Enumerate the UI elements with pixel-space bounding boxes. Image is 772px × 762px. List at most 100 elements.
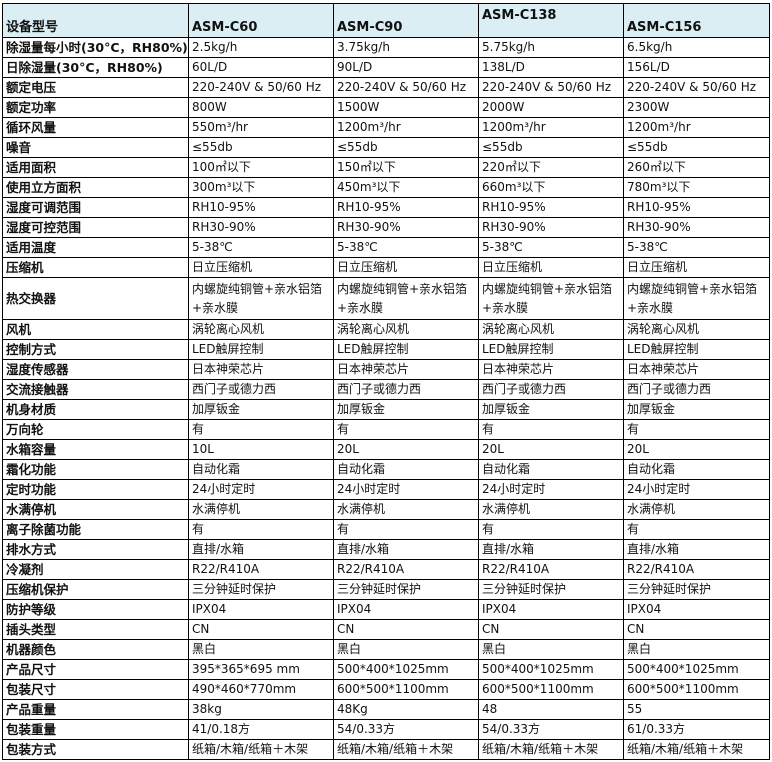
spec-cell: 48Kg <box>333 699 479 720</box>
spec-cell: CN <box>188 619 334 640</box>
row-label: 离子除菌功能 <box>2 519 189 540</box>
spec-cell: CN <box>333 619 479 640</box>
spec-cell: 涡轮离心风机 <box>333 319 479 340</box>
spec-cell: 内螺旋纯铜管+亲水铝箔+亲水膜 <box>188 277 334 320</box>
spec-cell: 600*500*1100mm <box>478 679 624 700</box>
table-row: 霜化功能 自动化霜 自动化霜 自动化霜 自动化霜 <box>2 459 770 480</box>
row-label: 日除湿量(30°C，RH80%) <box>2 57 189 78</box>
spec-cell: 加厚钣金 <box>478 399 624 420</box>
table-row: 万向轮有有有有 <box>2 419 770 440</box>
table-row: 压缩机 日立压缩机 日立压缩机 日立压缩机 日立压缩机 <box>2 257 770 278</box>
spec-cell: 三分钟延时保护 <box>188 579 334 600</box>
spec-cell: 5-38℃ <box>188 237 334 258</box>
spec-cell: 日本神荣芯片 <box>188 359 334 380</box>
spec-cell: 直排/水箱 <box>623 539 770 560</box>
spec-cell: 38kg <box>188 699 334 720</box>
spec-cell: 450m³以下 <box>333 177 479 198</box>
spec-cell: 有 <box>333 419 479 440</box>
spec-cell: 涡轮离心风机 <box>623 319 770 340</box>
row-label: 湿度可调范围 <box>2 197 189 218</box>
spec-cell: 5-38℃ <box>333 237 479 258</box>
table-row: 包装尺寸 490*460*770mm 600*500*1100mm 600*500*1… <box>2 679 770 700</box>
spec-cell: 100㎡以下 <box>188 157 334 178</box>
row-label: 水满停机 <box>2 499 189 520</box>
spec-cell: 有 <box>623 519 770 540</box>
spec-cell: 日本神荣芯片 <box>623 359 770 380</box>
table-row: 机器颜色 黑白 黑白 黑白 黑白 <box>2 639 770 660</box>
spec-cell: 涡轮离心风机 <box>478 319 624 340</box>
spec-cell: 内螺旋纯铜管+亲水铝箔+亲水膜 <box>333 277 479 320</box>
row-label: 湿度可控范围 <box>2 217 189 238</box>
spec-cell: 加厚钣金 <box>188 399 334 420</box>
spec-table: 设备型号 ASM-C60 ASM-C90 ASM-C138 ASM-C156 除… <box>2 3 770 760</box>
spec-cell: 日立压缩机 <box>478 257 624 278</box>
spec-cell: 有 <box>623 419 770 440</box>
spec-cell: 500*400*1025mm <box>478 659 624 680</box>
spec-cell: IPX04 <box>478 599 624 620</box>
spec-cell: 20L <box>333 439 479 460</box>
spec-cell: ≤55db <box>188 137 334 158</box>
spec-cell: 有 <box>478 519 624 540</box>
spec-cell: 日本神荣芯片 <box>333 359 479 380</box>
spec-cell: 1200m³/hr <box>478 117 624 138</box>
table-header-row: 设备型号 ASM-C60 ASM-C90 ASM-C138 ASM-C156 <box>2 3 770 38</box>
row-label: 定时功能 <box>2 479 189 500</box>
spec-cell: 有 <box>188 419 334 440</box>
spec-cell: 5-38℃ <box>623 237 770 258</box>
row-label: 热交换器 <box>2 277 189 320</box>
spec-cell: ≤55db <box>478 137 624 158</box>
spec-cell: 138L/D <box>478 57 624 78</box>
spec-cell: RH10-95% <box>188 197 334 218</box>
spec-cell: 1200m³/hr <box>333 117 479 138</box>
row-label: 循环风量 <box>2 117 189 138</box>
spec-cell: R22/R410A <box>333 559 479 580</box>
spec-cell: 水满停机 <box>333 499 479 520</box>
spec-cell: 直排/水箱 <box>188 539 334 560</box>
row-label: 机器颜色 <box>2 639 189 660</box>
spec-cell: 1500W <box>333 97 479 118</box>
spec-cell: 1200m³/hr <box>623 117 770 138</box>
spec-cell: 黑白 <box>188 639 334 660</box>
spec-cell: 156L/D <box>623 57 770 78</box>
table-row: 插头类型 CN CN CN CN <box>2 619 770 640</box>
table-row: 水箱容量 10L 20L 20L 20L <box>2 439 770 460</box>
row-label: 交流接触器 <box>2 379 189 400</box>
spec-cell: 260㎡以下 <box>623 157 770 178</box>
row-label: 湿度传感器 <box>2 359 189 380</box>
spec-cell: 自动化霜 <box>333 459 479 480</box>
spec-cell: 内螺旋纯铜管+亲水铝箔+亲水膜 <box>478 277 624 320</box>
spec-cell: 日立压缩机 <box>623 257 770 278</box>
spec-cell: 纸箱/木箱/纸箱＋木架 <box>333 739 479 760</box>
row-label: 水箱容量 <box>2 439 189 460</box>
spec-cell: 西门子或德力西 <box>333 379 479 400</box>
spec-cell: 550m³/hr <box>188 117 334 138</box>
spec-cell: 水满停机 <box>623 499 770 520</box>
spec-cell: 60L/D <box>188 57 334 78</box>
spec-cell: 有 <box>188 519 334 540</box>
row-label: 额定功率 <box>2 97 189 118</box>
spec-cell: 24小时定时 <box>188 479 334 500</box>
table-row: 湿度可控范围 RH30-90% RH30-90% RH30-90% RH30-90% <box>2 217 770 238</box>
table-row: 交流接触器 西门子或德力西 西门子或德力西 西门子或德力西 西门子或德力西 <box>2 379 770 400</box>
table-row: 额定功率 800W 1500W 2000W 2300W <box>2 97 770 118</box>
table-row: 定时功能 24小时定时 24小时定时 24小时定时 24小时定时 <box>2 479 770 500</box>
row-label: 包装方式 <box>2 739 189 760</box>
spec-cell: 220-240V & 50/60 Hz <box>188 77 334 98</box>
spec-cell: 48 <box>478 699 624 720</box>
table-row: 湿度可调范围 RH10-95% RH10-95% RH10-95% RH10-95% <box>2 197 770 218</box>
spec-cell: 54/0.33方 <box>333 719 479 740</box>
row-label: 防护等级 <box>2 599 189 620</box>
table-row: 排水方式 直排/水箱 直排/水箱 直排/水箱 直排/水箱 <box>2 539 770 560</box>
spec-cell: 300m³以下 <box>188 177 334 198</box>
spec-cell: 加厚钣金 <box>623 399 770 420</box>
spec-cell: RH10-95% <box>333 197 479 218</box>
row-label: 使用立方面积 <box>2 177 189 198</box>
spec-cell: 日立压缩机 <box>333 257 479 278</box>
spec-cell: RH30-90% <box>623 217 770 238</box>
spec-cell: CN <box>478 619 624 640</box>
row-label: 产品尺寸 <box>2 659 189 680</box>
spec-cell: 61/0.33方 <box>623 719 770 740</box>
spec-cell: 黑白 <box>623 639 770 660</box>
row-label: 冷凝剂 <box>2 559 189 580</box>
spec-cell: RH30-90% <box>333 217 479 238</box>
